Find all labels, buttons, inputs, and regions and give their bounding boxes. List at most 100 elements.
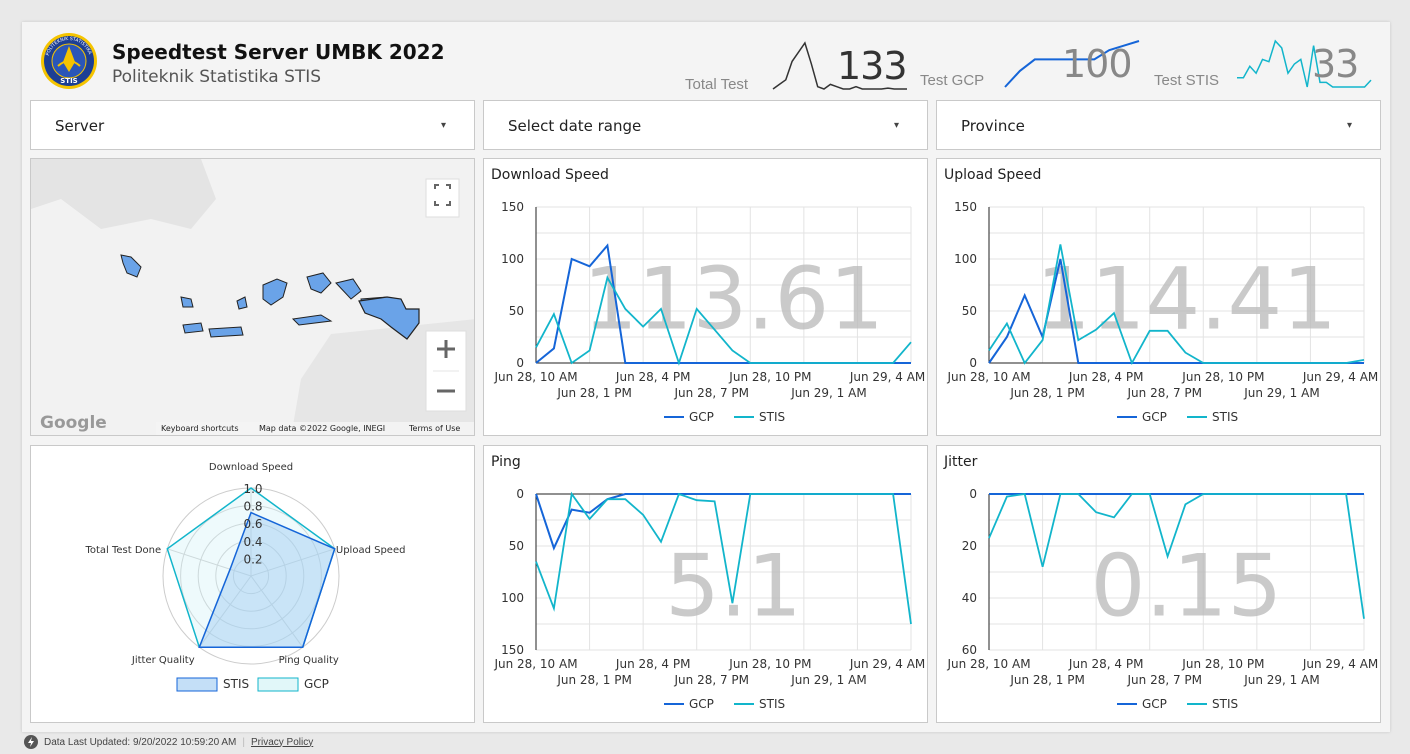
legend-label: STIS bbox=[759, 697, 785, 711]
map-terms-link[interactable]: Terms of Use bbox=[408, 424, 460, 433]
map-data-attribution: Map data ©2022 Google, INEGI bbox=[259, 424, 385, 433]
radar-tick-label: 0.6 bbox=[243, 517, 262, 531]
radar-spoke bbox=[167, 548, 252, 577]
scorecard-value: 5.1 bbox=[665, 537, 802, 637]
radar-axis-label: Total Test Done bbox=[84, 545, 161, 556]
download-speed-plot: 0 50 100 150 113.61 Jun 28, 10 AM Jun 28, 4 PM… bbox=[493, 200, 925, 424]
x-tick-label: Jun 28, 4 PM bbox=[615, 370, 691, 384]
x-tick-label: Jun 28, 10 AM bbox=[946, 657, 1030, 671]
x-tick-label: Jun 28, 10 PM bbox=[1181, 657, 1264, 671]
map-region[interactable] bbox=[208, 326, 244, 338]
scorecard-value: 113.61 bbox=[583, 250, 884, 350]
zoom-in-icon[interactable] bbox=[437, 340, 455, 358]
x-tick-label: Jun 29, 1 AM bbox=[790, 386, 866, 400]
map-region-sulawesi[interactable] bbox=[306, 272, 332, 294]
x-tick-label: Jun 29, 1 AM bbox=[1243, 386, 1319, 400]
map-region[interactable] bbox=[180, 296, 194, 308]
y-tick-label: 100 bbox=[954, 252, 977, 266]
legend-label: GCP bbox=[689, 410, 714, 424]
y-tick-label: 0 bbox=[516, 487, 524, 501]
y-tick-label: 0 bbox=[516, 356, 524, 370]
date-range-dropdown[interactable]: Select date range ▾ bbox=[483, 100, 928, 150]
y-tick-label: 60 bbox=[962, 643, 977, 657]
legend-swatch bbox=[176, 677, 218, 692]
map-panel[interactable]: Google Keyboard shortcuts Map data ©2022… bbox=[30, 158, 475, 436]
kpi-total-sparkline bbox=[772, 41, 907, 90]
privacy-policy-link[interactable]: Privacy Policy bbox=[250, 736, 314, 748]
chart-title: Jitter bbox=[944, 454, 978, 470]
legend-label: GCP bbox=[1142, 697, 1167, 711]
radar-axis-label: Ping Quality bbox=[279, 655, 339, 666]
jitter-plot: 0 20 40 60 0.15 Jun 28, 10 AM Jun 28, 4 PM Jun … bbox=[946, 487, 1378, 711]
map-region-papua[interactable] bbox=[358, 296, 420, 340]
x-tick-label: Jun 28, 1 PM bbox=[1009, 386, 1085, 400]
map-region-sumatra[interactable] bbox=[120, 254, 142, 278]
server-filter-dropdown[interactable]: Server ▾ bbox=[30, 100, 475, 150]
radar-axis-label: Jitter Quality bbox=[131, 655, 195, 666]
jitter-chart: Jitter 0 20 40 60 0.15 Jun 28, 10 AM Jun 28, 4… bbox=[936, 445, 1381, 723]
map-view[interactable]: Google Keyboard shortcuts Map data ©2022… bbox=[31, 159, 475, 436]
caret-down-icon: ▾ bbox=[1346, 120, 1352, 131]
x-tick-label: Jun 29, 4 AM bbox=[849, 370, 925, 384]
y-tick-label: 150 bbox=[954, 200, 977, 214]
radar-spoke bbox=[250, 548, 335, 577]
radar-axis-label: Upload Speed bbox=[336, 545, 406, 556]
map-region-kalimantan[interactable] bbox=[262, 278, 288, 306]
x-tick-label: Jun 28, 10 AM bbox=[493, 370, 577, 384]
caret-down-icon: ▾ bbox=[893, 120, 899, 131]
x-tick-label: Jun 29, 4 AM bbox=[1302, 370, 1378, 384]
legend-label: STIS bbox=[759, 410, 785, 424]
y-tick-label: 50 bbox=[962, 304, 977, 318]
radar-chart-panel: 0.2 0.4 0.6 0.8 1.0 Download Speed Upload Spee… bbox=[30, 445, 475, 723]
scorecard-value: 0.15 bbox=[1091, 537, 1282, 637]
upload-speed-chart: Upload Speed 0 50 100 150 114.41 Jun 28, 10 A… bbox=[936, 158, 1381, 436]
google-logo: Google bbox=[40, 413, 107, 433]
scorecard-value: 114.41 bbox=[1036, 250, 1337, 350]
x-tick-label: Jun 28, 7 PM bbox=[1127, 386, 1203, 400]
map-region[interactable] bbox=[236, 296, 248, 310]
series-line-stis bbox=[988, 492, 1365, 619]
y-tick-label: 0 bbox=[969, 487, 977, 501]
x-tick-label: Jun 28, 7 PM bbox=[674, 673, 750, 687]
legend-label: STIS bbox=[1212, 697, 1238, 711]
y-tick-label: 0 bbox=[969, 356, 977, 370]
y-tick-label: 100 bbox=[501, 252, 524, 266]
radar-tick-label: 0.2 bbox=[243, 552, 262, 566]
legend-label: GCP bbox=[304, 677, 329, 691]
page-subtitle: Politeknik Statistika STIS bbox=[112, 67, 322, 87]
chart-title: Ping bbox=[491, 454, 521, 470]
legend-label: GCP bbox=[689, 697, 714, 711]
x-tick-label: Jun 28, 10 AM bbox=[946, 370, 1030, 384]
fullscreen-icon bbox=[434, 184, 451, 206]
map-region-maluku[interactable] bbox=[335, 278, 362, 300]
radar-plot: 0.2 0.4 0.6 0.8 1.0 Download Speed Upload Spee… bbox=[84, 462, 406, 692]
y-tick-label: 20 bbox=[962, 539, 977, 553]
radar-tick-label: 0.8 bbox=[243, 500, 262, 514]
chart-title: Download Speed bbox=[491, 167, 609, 183]
x-tick-label: Jun 28, 10 PM bbox=[1181, 370, 1264, 384]
x-tick-label: Jun 29, 1 AM bbox=[1243, 673, 1319, 687]
download-speed-chart: Download Speed 0 50 100 150 113.61 Jun 28, 10… bbox=[483, 158, 928, 436]
radar-spoke bbox=[250, 575, 304, 648]
fullscreen-button[interactable] bbox=[425, 178, 460, 218]
x-tick-label: Jun 29, 1 AM bbox=[790, 673, 866, 687]
radar-series-stis bbox=[198, 511, 336, 648]
x-tick-label: Jun 29, 4 AM bbox=[1302, 657, 1378, 671]
upload-speed-plot: 0 50 100 150 114.41 Jun 28, 10 AM Jun 28, 4 PM… bbox=[946, 200, 1378, 424]
kpi-gcp-sparkline bbox=[1004, 40, 1140, 88]
x-tick-label: Jun 28, 7 PM bbox=[1127, 673, 1203, 687]
x-tick-label: Jun 28, 1 PM bbox=[1009, 673, 1085, 687]
logo-text: STIS bbox=[60, 77, 77, 85]
map-region[interactable] bbox=[291, 314, 333, 326]
footer: Data Last Updated: 9/20/2022 10:59:20 AM… bbox=[24, 735, 313, 749]
caret-down-icon: ▾ bbox=[440, 120, 446, 131]
kpi-gcp-label: Test GCP bbox=[920, 72, 985, 89]
y-tick-label: 100 bbox=[501, 591, 524, 605]
map-keyboard-shortcuts-link[interactable]: Keyboard shortcuts bbox=[161, 424, 238, 433]
x-tick-label: Jun 28, 10 AM bbox=[493, 657, 577, 671]
map-region-java[interactable] bbox=[182, 322, 204, 334]
page-title: Speedtest Server UMBK 2022 bbox=[112, 40, 445, 64]
y-tick-label: 50 bbox=[509, 539, 524, 553]
stis-logo: STIS POLITEKNIK STATISTIKA bbox=[41, 33, 97, 89]
province-filter-dropdown[interactable]: Province ▾ bbox=[936, 100, 1381, 150]
